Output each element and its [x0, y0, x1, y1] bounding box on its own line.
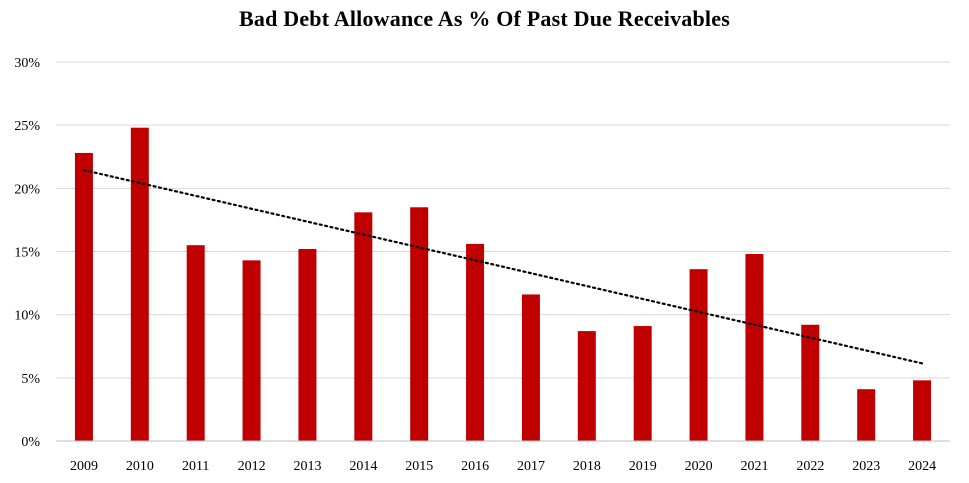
- x-tick-label: 2011: [182, 459, 209, 474]
- bar: [130, 127, 149, 442]
- y-tick-label: 5%: [21, 372, 40, 387]
- bar: [466, 243, 485, 441]
- y-tick-label: 0%: [21, 435, 40, 450]
- x-tick-label: 2018: [573, 459, 601, 474]
- x-tick-label: 2023: [852, 459, 880, 474]
- x-tick-label: 2013: [293, 459, 321, 474]
- x-tick-label: 2014: [349, 459, 377, 474]
- y-tick-label: 30%: [14, 56, 40, 71]
- chart-title: Bad Debt Allowance As % Of Past Due Rece…: [239, 6, 730, 31]
- bar: [186, 245, 205, 441]
- x-tick-label: 2020: [685, 459, 713, 474]
- bar: [857, 389, 876, 441]
- y-tick-label: 15%: [14, 246, 40, 261]
- bar: [410, 207, 429, 441]
- trendline: [82, 169, 924, 365]
- bar: [521, 294, 540, 441]
- y-tick-label: 10%: [14, 309, 40, 324]
- x-tick-label: 2022: [796, 459, 824, 474]
- x-tick-label: 2009: [70, 459, 98, 474]
- bar: [801, 324, 820, 441]
- x-tick-label: 2012: [238, 459, 266, 474]
- bar: [577, 331, 596, 441]
- bar: [913, 380, 932, 441]
- bar: [298, 248, 317, 441]
- y-tick-label: 25%: [14, 119, 40, 134]
- bar: [745, 254, 764, 441]
- bar: [354, 212, 373, 441]
- bar: [633, 326, 652, 441]
- x-tick-label: 2015: [405, 459, 433, 474]
- bar: [242, 260, 261, 441]
- x-tick-label: 2017: [517, 459, 545, 474]
- x-tick-label: 2024: [908, 459, 936, 474]
- bar: [689, 269, 708, 441]
- x-tick-label: 2019: [629, 459, 657, 474]
- bar: [74, 152, 93, 441]
- x-tick-label: 2021: [740, 459, 768, 474]
- y-tick-label: 20%: [14, 182, 40, 197]
- x-tick-label: 2016: [461, 459, 489, 474]
- x-tick-label: 2010: [126, 459, 154, 474]
